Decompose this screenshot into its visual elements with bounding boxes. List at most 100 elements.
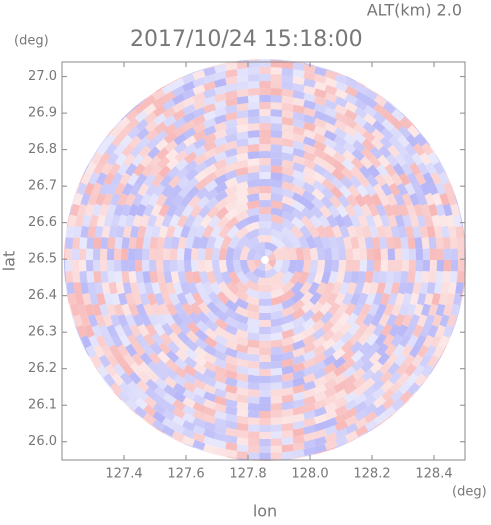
echo-cell [382,405,396,419]
echo-cell [158,281,169,295]
echo-cell [153,394,167,407]
echo-cell [303,92,316,103]
echo-cell [312,336,326,349]
echo-cell [119,334,131,348]
echo-cell [181,435,195,447]
echo-cell [299,224,312,239]
echo-cell [111,372,125,386]
echo-cell [302,357,317,369]
echo-cell [245,295,260,306]
echo-cell [148,351,162,365]
echo-cell [224,316,239,328]
echo-cell [270,339,283,348]
echo-cell [409,344,421,358]
echo-cell [259,74,271,82]
echo-cell [132,313,144,327]
echo-cell [82,292,92,306]
echo-cell [156,271,166,284]
echo-cell [324,247,333,260]
x-unit: (deg) [452,485,487,500]
echo-cell [79,237,88,249]
echo-cell [291,307,306,320]
echo-cell [416,314,428,328]
echo-cell [206,235,217,249]
echo-cell [247,374,260,383]
echo-cell [321,186,335,200]
echo-cell [236,387,249,396]
echo-cell [270,324,284,334]
echo-cell [65,237,74,249]
echo-cell [168,175,181,189]
echo-cell [324,417,338,428]
echo-cell [143,404,157,417]
echo-cell [402,214,412,228]
echo-cell [117,344,129,358]
echo-cell [152,88,166,101]
echo-cell [219,260,228,273]
echo-cell [394,153,407,167]
echo-cell [402,292,412,306]
echo-cell [376,282,386,295]
echo-cell [128,260,136,272]
echo-cell [331,176,345,190]
echo-cell [392,407,402,416]
echo-cell [344,407,358,419]
echo-cell [236,88,249,98]
echo-cell [309,260,319,273]
echo-cell [324,77,338,88]
echo-cell [405,134,419,148]
echo-cell [314,81,327,92]
echo-cell [388,323,401,338]
echo-cell [152,104,167,118]
echo-cell [167,340,180,354]
echo-cell [331,281,343,296]
echo-cell [416,214,427,228]
echo-cell [247,452,260,460]
echo-cell [236,408,249,418]
echo-cell [270,116,283,124]
echo-cell [122,282,132,295]
echo-cell [95,314,106,328]
echo-cell [193,129,207,142]
echo-cell [247,332,260,341]
echo-cell [323,378,337,391]
echo-cell [270,346,283,355]
echo-cell [204,336,218,349]
echo-cell [412,324,424,338]
echo-cell [149,342,163,356]
echo-cell [236,131,249,141]
echo-cell [343,271,353,284]
echo-cell [259,347,271,355]
echo-cell [135,303,147,317]
echo-cell [189,204,203,218]
echo-cell [134,260,143,272]
echo-cell [213,235,225,249]
echo-cell [324,260,333,273]
echo-cell [86,260,94,272]
echo-cell [77,303,88,317]
echo-cell [194,68,206,73]
echo-cell [442,303,453,317]
echo-cell [106,152,119,166]
echo-cell [113,119,122,129]
echo-cell [108,225,118,238]
echo-cell [193,354,207,367]
echo-cell [143,333,156,347]
echo-cell [270,102,283,110]
echo-cell [399,172,411,186]
echo-cell [419,282,429,295]
echo-cell [63,248,66,260]
echo-cell [247,360,260,369]
echo-cell [404,324,416,338]
echo-cell [203,414,217,425]
echo-cell [225,83,238,93]
echo-cell [386,313,398,327]
echo-cell [386,236,395,249]
echo-cell [142,260,150,272]
echo-cell [371,271,381,284]
echo-cell [281,305,295,318]
echo-cell [236,102,249,112]
echo-cell [392,104,402,113]
echo-cell [303,121,317,132]
echo-cell [214,334,228,346]
